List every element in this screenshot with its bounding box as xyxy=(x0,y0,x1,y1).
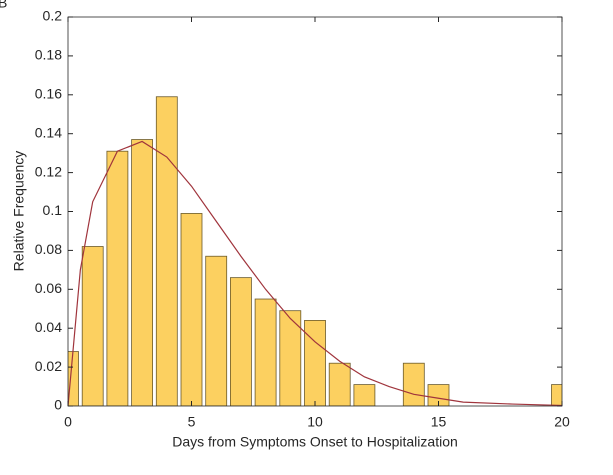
y-tick-label: 0.16 xyxy=(35,86,62,102)
y-tick-label: 0.1 xyxy=(43,202,63,218)
bar xyxy=(106,150,129,406)
bar xyxy=(402,362,425,406)
y-axis-label: Relative Frequency xyxy=(11,151,27,272)
y-tick-label: 0.18 xyxy=(35,47,62,63)
bar xyxy=(551,384,562,406)
panel-label: B xyxy=(0,0,7,11)
bar xyxy=(68,351,79,406)
bar xyxy=(81,246,104,406)
y-tick-label: 0 xyxy=(54,397,62,413)
x-axis-label: Days from Symptoms Onset to Hospitalizat… xyxy=(172,434,458,450)
bar xyxy=(254,298,277,406)
x-tick-label: 0 xyxy=(64,414,72,430)
y-tick-label: 0.08 xyxy=(35,241,62,257)
bar xyxy=(279,310,302,406)
plot-area xyxy=(68,96,562,406)
bar xyxy=(131,139,153,406)
x-tick-label: 15 xyxy=(431,414,447,430)
y-tick-label: 0.04 xyxy=(35,319,62,335)
bar xyxy=(304,320,326,406)
bar xyxy=(180,213,203,406)
bar xyxy=(230,277,252,406)
y-tick-label: 0.2 xyxy=(43,8,63,24)
bar xyxy=(155,96,178,406)
x-tick-label: 5 xyxy=(188,414,196,430)
fit-curve xyxy=(68,140,562,406)
y-tick-label: 0.06 xyxy=(35,280,62,296)
bar xyxy=(353,384,376,406)
bar xyxy=(328,362,351,406)
x-tick-label: 20 xyxy=(554,414,570,430)
bar xyxy=(427,384,450,406)
x-tick-label: 10 xyxy=(307,414,323,430)
y-tick-label: 0.14 xyxy=(35,124,62,140)
y-tick-label: 0.12 xyxy=(35,163,62,179)
y-tick-label: 0.02 xyxy=(35,358,62,374)
bar xyxy=(205,255,228,406)
